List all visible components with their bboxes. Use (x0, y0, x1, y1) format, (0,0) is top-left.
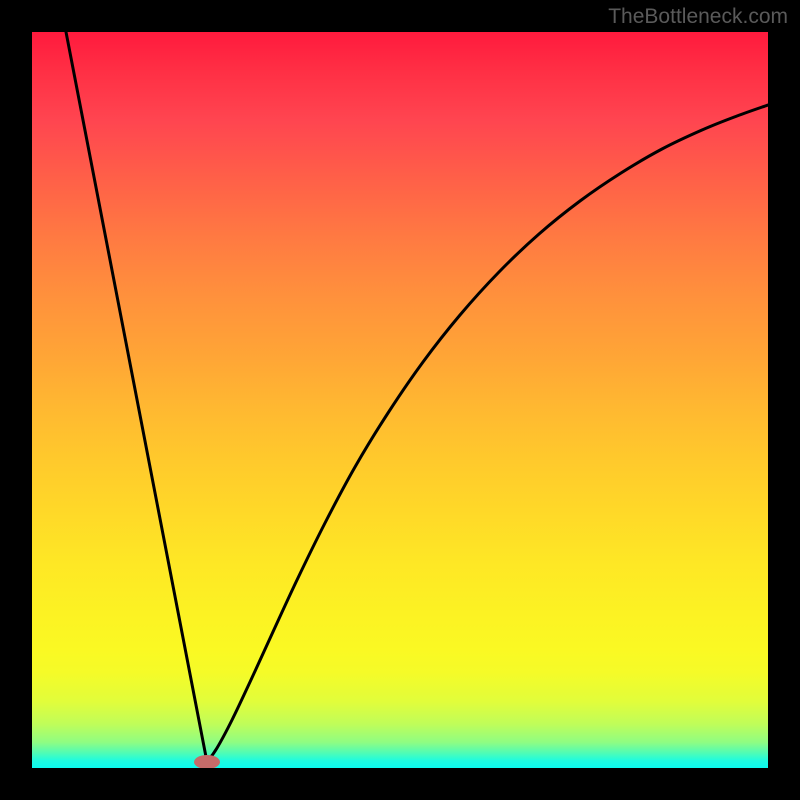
watermark-text: TheBottleneck.com (608, 5, 788, 29)
minimum-marker (194, 755, 220, 768)
chart-plot-area (32, 32, 768, 768)
bottleneck-curve (32, 32, 768, 768)
